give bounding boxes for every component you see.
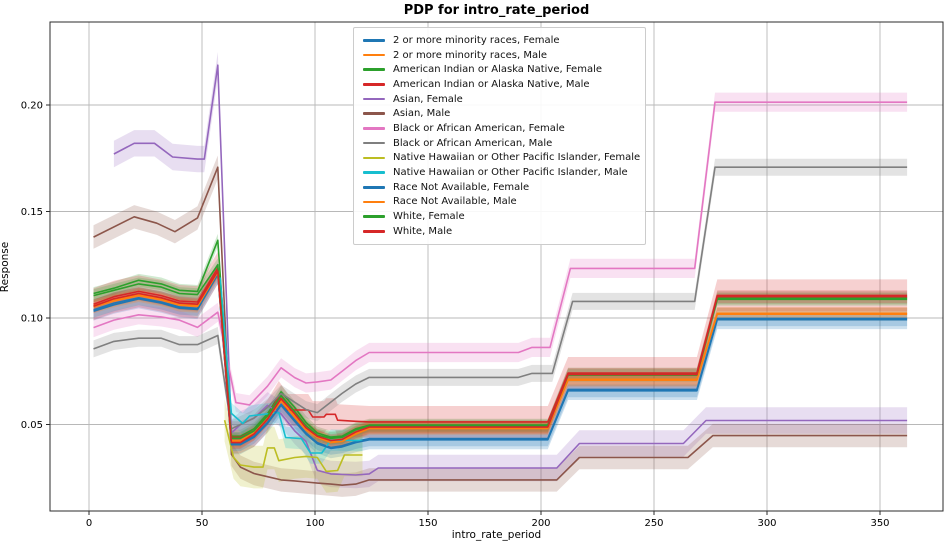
series-line-5 <box>93 166 908 487</box>
legend-label: Asian, Female <box>393 93 463 105</box>
y-tick-label: 0.20 <box>21 101 43 112</box>
legend-line-swatch <box>363 112 385 116</box>
y-tick-label: 0.05 <box>21 420 43 431</box>
legend-label: Asian, Male <box>393 108 451 120</box>
legend-item: American Indian or Alaska Native, Male <box>363 77 637 92</box>
legend-label: Race Not Available, Female <box>393 181 530 193</box>
x-tick-label: 200 <box>531 518 550 529</box>
legend-item: White, Female <box>363 209 637 224</box>
legend-item: Asian, Female <box>363 92 637 107</box>
series-line-9 <box>219 277 363 454</box>
series-line-7 <box>93 166 908 430</box>
x-tick-label: 50 <box>196 518 209 529</box>
legend-line-swatch <box>363 39 385 42</box>
legend-label: Black or African American, Female <box>393 122 565 134</box>
legend-item: White, Male <box>363 224 637 239</box>
legend-line-swatch <box>363 83 385 86</box>
x-tick-label: 350 <box>870 518 889 529</box>
legend-label: Race Not Available, Male <box>393 196 517 208</box>
legend-item: 2 or more minority races, Male <box>363 48 637 63</box>
legend-line-swatch <box>363 200 385 204</box>
legend-item: Black or African American, Male <box>363 136 637 151</box>
series-band-6 <box>93 92 908 415</box>
series-line-8 <box>223 420 363 473</box>
y-tick-label: 0.15 <box>21 207 43 218</box>
series-line-6 <box>93 101 908 406</box>
legend-line-swatch <box>363 53 385 57</box>
legend-label: White, Male <box>393 225 453 237</box>
legend-label: White, Female <box>393 211 465 223</box>
x-tick-label: 250 <box>644 518 663 529</box>
y-tick-label: 0.10 <box>21 314 43 325</box>
series-band-8 <box>224 398 363 493</box>
legend-line-swatch <box>363 171 385 174</box>
x-axis-label: intro_rate_period <box>451 529 542 541</box>
series-line-3 <box>93 267 908 439</box>
legend-item: Race Not Available, Female <box>363 180 637 195</box>
series-line-13 <box>93 270 908 444</box>
legend-line-swatch <box>363 97 385 101</box>
legend-label: American Indian or Alaska Native, Male <box>393 78 590 90</box>
legend-label: Native Hawaiian or Other Pacific Islande… <box>393 152 641 164</box>
legend-item: Black or African American, Female <box>363 121 637 136</box>
legend-label: American Indian or Alaska Native, Female <box>393 64 603 76</box>
legend-line-swatch <box>363 127 385 130</box>
x-tick-label: 100 <box>305 518 324 529</box>
chart-title: PDP for intro_rate_period <box>403 3 590 18</box>
legend-line-swatch <box>363 229 385 233</box>
legend-item: Asian, Male <box>363 106 637 121</box>
legend-label: 2 or more minority races, Male <box>393 49 548 61</box>
legend-line-swatch <box>363 68 385 72</box>
x-tick-label: 0 <box>86 518 92 529</box>
axes-spines <box>49 21 944 512</box>
legend-item: Native Hawaiian or Other Pacific Islande… <box>363 165 637 180</box>
legend-line-swatch <box>363 185 385 189</box>
legend-item: 2 or more minority races, Female <box>363 33 637 48</box>
legend-item: Race Not Available, Male <box>363 195 637 210</box>
x-tick-label: 300 <box>757 518 776 529</box>
series-line-10 <box>93 273 908 450</box>
legend-line-swatch <box>363 141 385 145</box>
legend: 2 or more minority races, Female 2 or mor… <box>353 27 646 245</box>
legend-item: Native Hawaiian or Other Pacific Islande… <box>363 151 641 166</box>
legend-label: 2 or more minority races, Female <box>393 34 560 46</box>
legend-line-swatch <box>363 215 385 218</box>
x-tick-label: 150 <box>418 518 437 529</box>
legend-item: American Indian or Alaska Native, Female <box>363 62 637 77</box>
legend-label: Native Hawaiian or Other Pacific Islande… <box>393 167 628 179</box>
legend-line-swatch <box>363 156 385 160</box>
series-band-7 <box>93 158 908 438</box>
legend-label: Black or African American, Male <box>393 137 553 149</box>
y-axis-label: Response <box>0 241 11 293</box>
series-line-4 <box>113 64 908 476</box>
